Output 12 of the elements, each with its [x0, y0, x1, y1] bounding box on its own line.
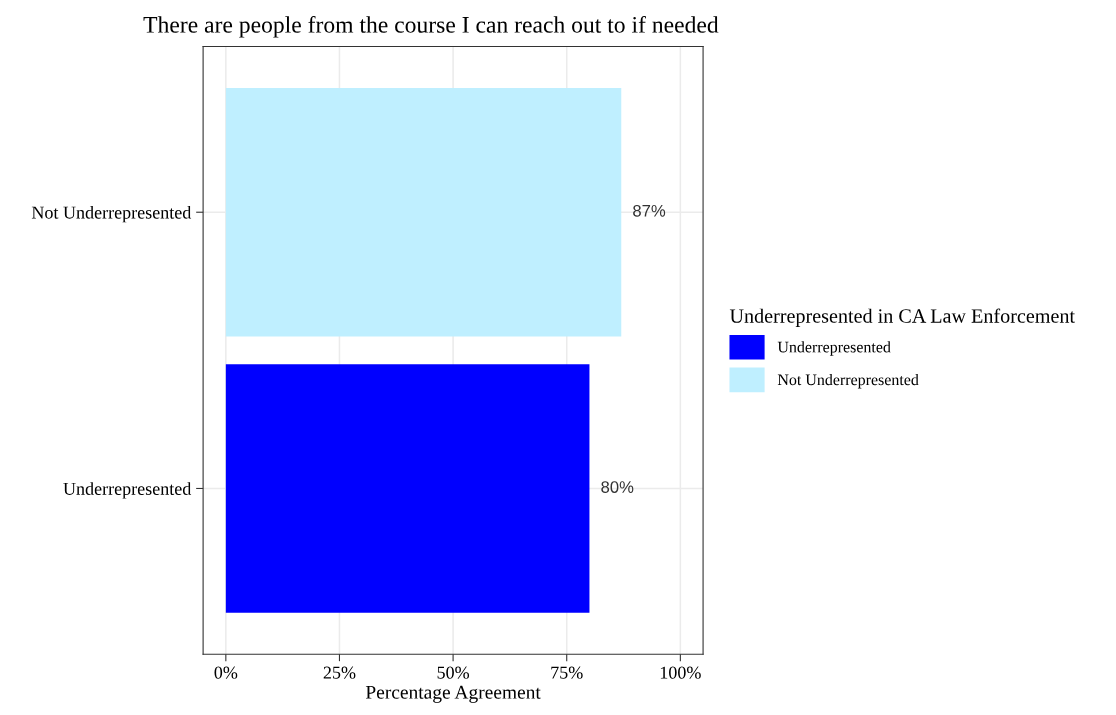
x-tick-label: 50%	[437, 666, 470, 679]
x-axis-title: Percentage Agreement	[365, 685, 541, 703]
chart-title: There are people from the course I can reach out to if needed	[143, 15, 719, 38]
legend-label: Not Underrepresented	[777, 373, 919, 389]
x-tick-label: 0%	[214, 666, 238, 679]
x-tick-label: 25%	[323, 666, 356, 679]
x-tick-label: 100%	[660, 666, 701, 679]
x-tick-label: 75%	[551, 666, 583, 679]
data-label: 80%	[601, 481, 634, 493]
legend-label: Underrepresented	[777, 341, 891, 356]
data-label: 87%	[633, 204, 666, 217]
legend-title: Underrepresented in CA Law Enforcement	[729, 308, 1075, 327]
